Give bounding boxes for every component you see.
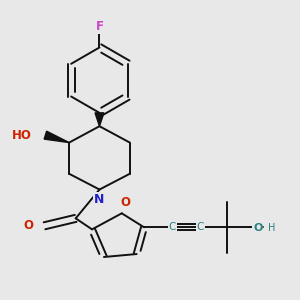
Text: O: O: [253, 223, 262, 233]
Text: H: H: [268, 223, 275, 233]
Text: O: O: [120, 196, 130, 208]
Text: F: F: [95, 20, 104, 33]
Text: HO: HO: [12, 129, 32, 142]
Text: N: N: [94, 194, 105, 206]
Text: O: O: [23, 219, 33, 232]
Text: C: C: [169, 222, 176, 232]
Polygon shape: [44, 131, 69, 142]
Polygon shape: [95, 113, 104, 126]
Text: C: C: [197, 222, 204, 232]
